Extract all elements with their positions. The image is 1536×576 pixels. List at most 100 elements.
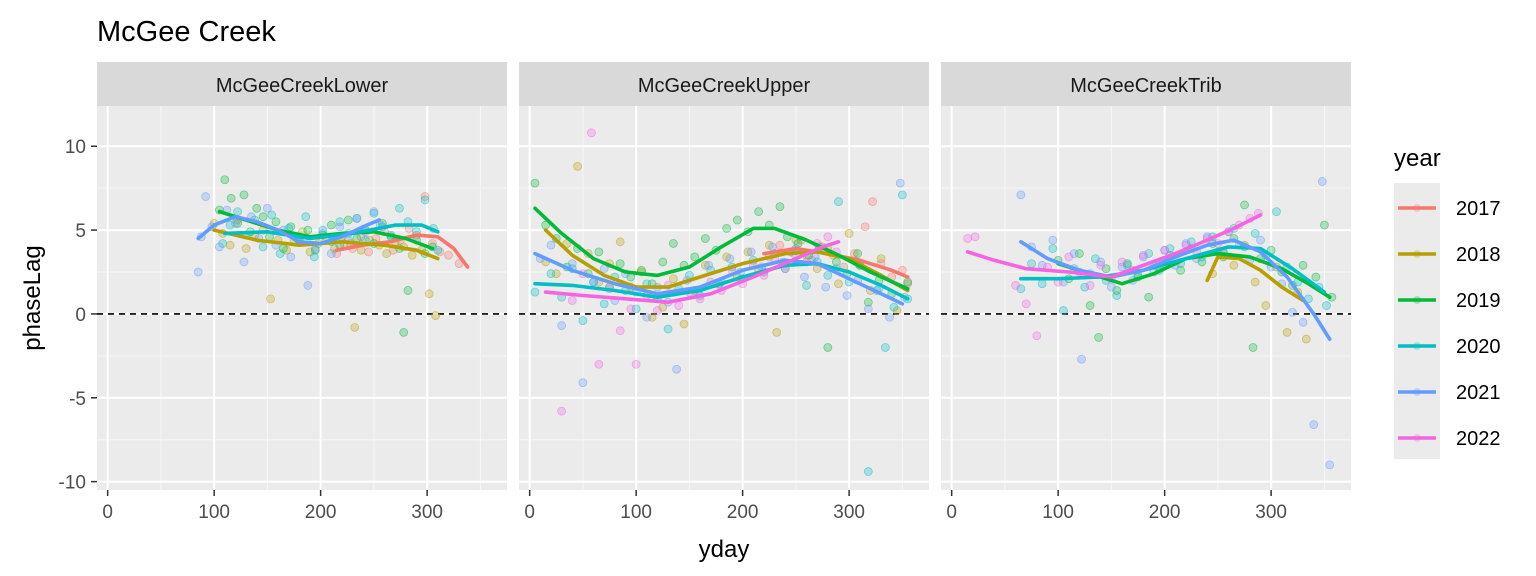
x-tick-label: 300 bbox=[411, 502, 443, 523]
data-point-2021 bbox=[1069, 249, 1079, 258]
legend-key-point bbox=[1413, 296, 1421, 304]
data-point-2019 bbox=[220, 175, 230, 185]
data-point-2019 bbox=[1085, 301, 1095, 310]
data-point-2021 bbox=[1096, 257, 1106, 267]
data-point-2021 bbox=[1016, 190, 1026, 200]
data-point-2017 bbox=[420, 192, 430, 201]
data-point-2021 bbox=[352, 213, 362, 223]
data-point-2019 bbox=[1176, 265, 1186, 275]
legend-label: 2018 bbox=[1456, 244, 1501, 266]
trend-line-2021 bbox=[1019, 238, 1332, 341]
data-point-2020 bbox=[1165, 244, 1175, 253]
data-point-2021 bbox=[863, 304, 873, 314]
data-point-2018 bbox=[1229, 260, 1239, 270]
data-point-2019 bbox=[863, 297, 873, 307]
data-point-2020 bbox=[1080, 282, 1090, 292]
data-point-2021 bbox=[193, 267, 203, 277]
data-point-2018 bbox=[225, 240, 235, 250]
data-point-2021 bbox=[1317, 177, 1327, 186]
data-point-2020 bbox=[863, 467, 873, 476]
trend-line-2020 bbox=[533, 261, 910, 301]
data-point-2020 bbox=[530, 287, 540, 297]
data-point-2021 bbox=[1325, 460, 1335, 470]
grid-lines bbox=[941, 106, 1351, 490]
data-point-2019 bbox=[1094, 333, 1104, 342]
data-point-2019 bbox=[722, 224, 732, 233]
data-point-2020 bbox=[1091, 254, 1100, 263]
data-point-2017 bbox=[860, 222, 870, 232]
data-point-2019 bbox=[1112, 286, 1122, 295]
data-point-2020 bbox=[889, 302, 899, 312]
data-point-2019 bbox=[1197, 257, 1207, 267]
legend-key-point bbox=[1413, 204, 1421, 212]
y-tick-label: -10 bbox=[59, 473, 86, 494]
data-point-2020 bbox=[309, 252, 319, 262]
data-point-2021 bbox=[725, 254, 735, 263]
data-point-2020 bbox=[1322, 301, 1331, 310]
data-point-2021 bbox=[335, 222, 345, 232]
legend-label: 2019 bbox=[1456, 290, 1501, 312]
trend-line-2019 bbox=[1056, 251, 1332, 299]
data-point-2020 bbox=[1048, 244, 1058, 253]
data-point-2018 bbox=[834, 279, 843, 289]
data-point-2020 bbox=[897, 190, 907, 200]
data-point-2021 bbox=[800, 272, 809, 282]
x-tick-label: 0 bbox=[102, 502, 113, 523]
data-point-2020 bbox=[258, 242, 268, 252]
data-point-2021 bbox=[326, 249, 336, 258]
data-point-2019 bbox=[271, 217, 281, 227]
data-point-2022 bbox=[1160, 245, 1170, 255]
data-point-2021 bbox=[557, 321, 566, 331]
data-point-2021 bbox=[1288, 307, 1297, 317]
legend-label: 2020 bbox=[1456, 336, 1501, 358]
data-point-2022 bbox=[963, 234, 973, 243]
data-point-2017 bbox=[444, 250, 453, 260]
x-tick-label: 0 bbox=[524, 502, 535, 523]
data-point-2020 bbox=[802, 281, 811, 290]
data-point-2021 bbox=[821, 282, 831, 292]
data-point-2022 bbox=[1021, 299, 1031, 309]
data-point-2017 bbox=[775, 240, 785, 250]
data-point-2022 bbox=[631, 359, 641, 369]
facet-strip bbox=[519, 62, 929, 106]
data-point-2021 bbox=[231, 218, 240, 228]
data-point-2020 bbox=[823, 270, 833, 280]
data-point-2020 bbox=[433, 245, 443, 255]
trend-line-2018 bbox=[543, 228, 910, 293]
legend: year 2017 2018 2019 2020 2021 2022 bbox=[1394, 145, 1501, 459]
data-point-2020 bbox=[578, 316, 588, 326]
data-point-2020 bbox=[1037, 279, 1047, 289]
x-axis-title: yday bbox=[699, 536, 750, 563]
trend-lines bbox=[533, 206, 910, 306]
x-tick-label: 200 bbox=[727, 502, 759, 523]
y-tick-label: 5 bbox=[75, 221, 86, 242]
data-point-2021 bbox=[768, 242, 777, 252]
x-tick-label: 100 bbox=[198, 502, 230, 523]
data-point-2020 bbox=[1144, 249, 1154, 258]
chart-title: McGee Creek bbox=[97, 16, 276, 48]
data-point-2018 bbox=[892, 306, 902, 315]
data-point-2022 bbox=[567, 296, 577, 305]
x-tick-label: 100 bbox=[1042, 502, 1074, 523]
x-tick-label: 0 bbox=[946, 502, 957, 523]
data-point-2017 bbox=[364, 247, 373, 257]
legend-key-point bbox=[1413, 434, 1421, 442]
facet-strip-label: McGeeCreekTrib bbox=[1070, 75, 1222, 97]
x-tick-label: 200 bbox=[305, 502, 337, 523]
data-point-2020 bbox=[1016, 284, 1026, 294]
data-point-2021 bbox=[578, 378, 588, 388]
data-point-2018 bbox=[1301, 334, 1311, 344]
data-point-2018 bbox=[1250, 277, 1260, 287]
facet-strip bbox=[941, 62, 1351, 106]
trend-line-2021 bbox=[196, 214, 381, 246]
data-point-2020 bbox=[1027, 259, 1036, 269]
trend-line-2020 bbox=[1019, 245, 1327, 294]
data-point-2022 bbox=[1096, 260, 1106, 270]
data-point-2022 bbox=[1138, 250, 1148, 260]
facet-panel-McGeeCreekUpper: McGeeCreekUpper 0 100 200 300 bbox=[519, 62, 929, 523]
data-point-2021 bbox=[895, 178, 905, 188]
x-tick-label: 300 bbox=[833, 502, 865, 523]
facet-strip-label: McGeeCreekUpper bbox=[638, 75, 811, 97]
data-point-2017 bbox=[868, 197, 877, 206]
data-point-2019 bbox=[754, 207, 764, 217]
